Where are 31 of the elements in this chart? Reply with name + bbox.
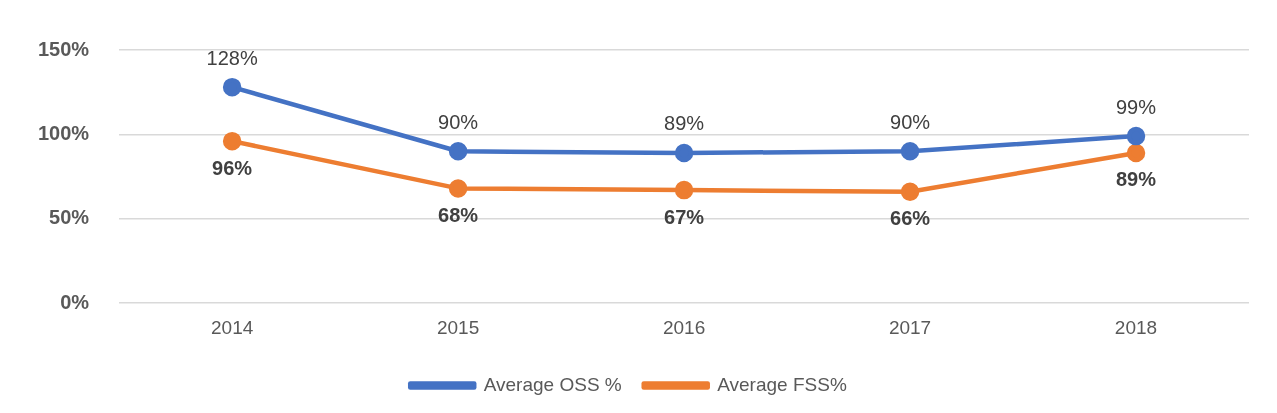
y-tick-label: 100%	[38, 121, 90, 144]
data-label: 96%	[212, 156, 253, 179]
x-tick-label: 2018	[1114, 316, 1158, 338]
data-label: 68%	[438, 203, 479, 226]
data-label: 128%	[206, 46, 258, 69]
data-label: 89%	[664, 112, 705, 135]
legend-label: Average FSS%	[717, 373, 847, 395]
y-tick-label: 150%	[38, 37, 90, 60]
x-tick-label: 2014	[211, 316, 254, 338]
x-tick-label: 2015	[436, 316, 480, 338]
point	[448, 179, 468, 198]
y-tick-label: 50%	[49, 206, 90, 229]
y-tick-label: 0%	[60, 290, 90, 313]
point	[1126, 126, 1146, 146]
data-label: 89%	[1116, 168, 1157, 191]
point	[674, 180, 694, 200]
data-label: 99%	[1116, 95, 1157, 118]
data-label: 67%	[664, 205, 705, 228]
point	[900, 142, 920, 161]
point	[448, 142, 468, 161]
point	[222, 77, 242, 97]
data-label: 90%	[438, 110, 479, 133]
legend-label: Average OSS %	[483, 373, 622, 395]
point	[674, 143, 694, 163]
x-tick-label: 2016	[662, 316, 706, 338]
x-tick-label: 2017	[888, 316, 932, 338]
point	[222, 131, 242, 151]
point	[1126, 143, 1146, 163]
data-label: 90%	[890, 110, 931, 133]
data-label: 66%	[890, 207, 931, 230]
point	[900, 182, 920, 202]
